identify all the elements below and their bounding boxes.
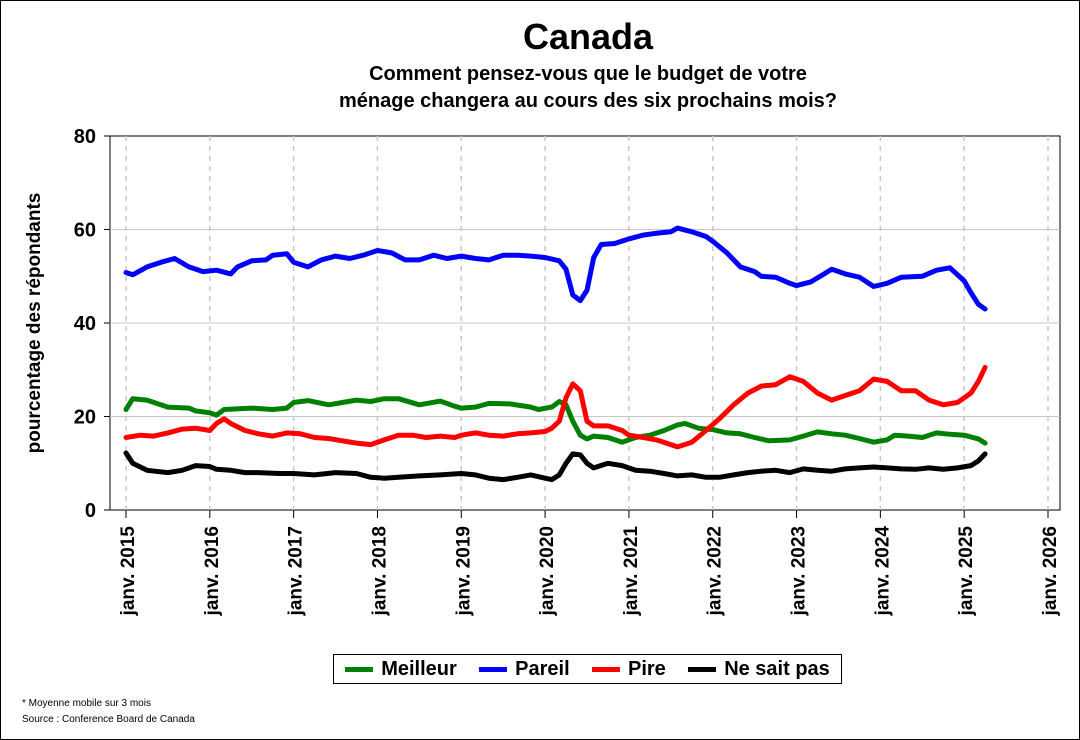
legend-swatch bbox=[688, 666, 717, 672]
chart-subtitle-line2: ménage changera au cours des six prochai… bbox=[339, 90, 837, 112]
chart-subtitle-line1: Comment pensez-vous que le budget de vot… bbox=[369, 63, 807, 85]
y-tick-label: 80 bbox=[74, 126, 96, 148]
y-axis-title: pourcentage des répondants bbox=[24, 193, 45, 454]
footnote-moving-average: * Moyenne mobile sur 3 mois bbox=[22, 698, 151, 709]
series-line-meilleur bbox=[123, 396, 988, 446]
legend-swatch bbox=[479, 666, 508, 672]
legend-label: Ne sait pas bbox=[724, 657, 830, 680]
x-tick-label: janv. 2026 bbox=[1040, 526, 1061, 616]
x-tick-label: janv. 2025 bbox=[956, 526, 977, 617]
legend-item: Ne sait pas bbox=[688, 658, 830, 681]
x-tick-label: janv. 2023 bbox=[789, 526, 810, 616]
series-line-pareil bbox=[123, 225, 988, 312]
legend-item: Meilleur bbox=[345, 658, 457, 681]
series-line-pire bbox=[123, 364, 988, 450]
legend-swatch bbox=[592, 666, 620, 672]
series-line-ne-sait-pas bbox=[123, 450, 988, 483]
y-tick-label: 0 bbox=[85, 500, 96, 522]
legend-swatch bbox=[345, 666, 374, 672]
y-tick-label: 40 bbox=[74, 313, 96, 335]
legend-label: Meilleur bbox=[381, 657, 457, 680]
x-tick-label: janv. 2019 bbox=[453, 526, 474, 616]
legend-label: Pareil bbox=[515, 657, 570, 680]
y-tick-label: 20 bbox=[74, 407, 96, 429]
legend-item: Pareil bbox=[479, 657, 570, 681]
x-tick-label: janv. 2022 bbox=[705, 526, 726, 616]
legend-item: Pire bbox=[592, 658, 666, 681]
x-tick-label: janv. 2018 bbox=[369, 526, 390, 616]
x-tick-label: janv. 2015 bbox=[118, 526, 139, 617]
x-tick-label: janv. 2024 bbox=[872, 526, 893, 617]
x-tick-label: janv. 2021 bbox=[621, 526, 642, 617]
x-tick-label: janv. 2017 bbox=[286, 526, 307, 616]
y-tick-label: 60 bbox=[74, 220, 96, 242]
chart-title: Canada bbox=[522, 16, 654, 57]
x-tick-label: janv. 2016 bbox=[202, 526, 223, 616]
x-tick-label: janv. 2020 bbox=[537, 526, 558, 616]
chart-legend: Meilleur Pareil Pire Ne sait pas bbox=[333, 654, 842, 684]
legend-label: Pire bbox=[628, 657, 666, 680]
footnote-source: Source : Conference Board de Canada bbox=[22, 714, 195, 725]
